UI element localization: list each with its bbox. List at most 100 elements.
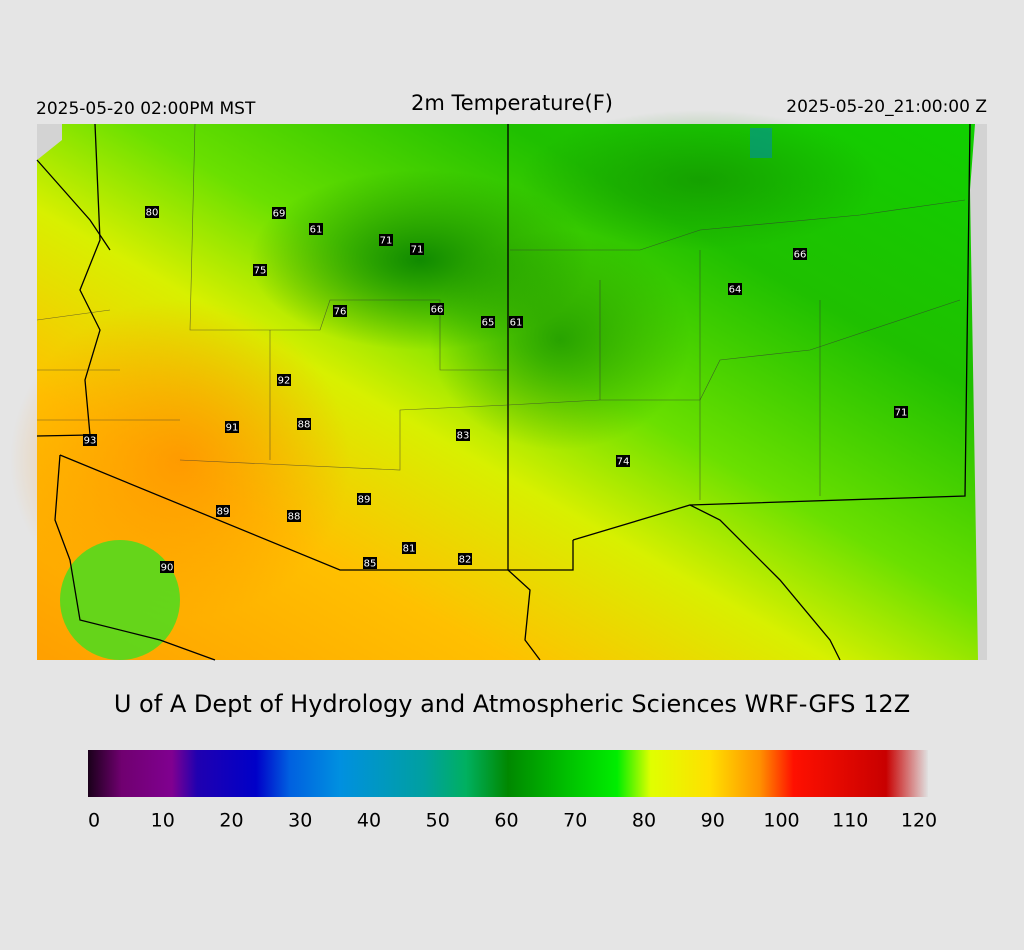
station: 89 [357, 493, 371, 506]
station-value: 71 [895, 408, 908, 419]
station-box [410, 243, 424, 255]
station-box [297, 418, 311, 430]
credit: U of A Dept of Hydrology and Atmospheric… [114, 690, 910, 718]
station-box [287, 510, 301, 522]
station: 76 [333, 305, 347, 318]
station-value: 92 [278, 376, 291, 387]
station-value: 83 [457, 431, 470, 442]
station: 66 [793, 248, 807, 261]
station-box [894, 406, 908, 418]
station: 91 [225, 421, 239, 434]
station-labels: 80 69 61 71 71 75 76 66 65 61 92 91 88 83 93 89 89 88 81 85… [83, 206, 908, 574]
station-box [83, 434, 97, 446]
station-box [458, 553, 472, 565]
station: 64 [728, 283, 742, 296]
map-title: 2m Temperature(F) [411, 91, 613, 115]
colorbar-tick-label: 80 [632, 810, 656, 832]
station-box [160, 561, 174, 573]
station: 71 [410, 243, 424, 256]
colorbar-tick-label: 20 [219, 810, 243, 832]
colorbar-tick-label: 40 [357, 810, 381, 832]
station: 74 [616, 455, 630, 468]
station-box [145, 206, 159, 218]
station: 81 [402, 542, 416, 555]
station: 80 [145, 206, 159, 219]
colorbar-tick-label: 110 [832, 810, 868, 832]
station: 88 [297, 418, 311, 431]
station-value: 66 [431, 305, 444, 316]
station-box [277, 374, 291, 386]
station-value: 80 [146, 208, 159, 219]
borders [36, 123, 971, 661]
station-box [509, 316, 523, 328]
station-value: 90 [161, 563, 174, 574]
station-box [402, 542, 416, 554]
station: 88 [287, 510, 301, 523]
colorbar-tick-label: 0 [88, 810, 100, 832]
station: 82 [458, 553, 472, 566]
station: 71 [894, 406, 908, 419]
station-box [728, 283, 742, 295]
station-box [309, 223, 323, 235]
station: 85 [363, 557, 377, 570]
station-box [272, 207, 286, 219]
station-box [357, 493, 371, 505]
station-value: 75 [254, 266, 267, 277]
station: 65 [481, 316, 495, 329]
station-value: 66 [794, 250, 807, 261]
station-box [616, 455, 630, 467]
station-box [225, 421, 239, 433]
colorbar-tick-label: 10 [151, 810, 175, 832]
station-box [481, 316, 495, 328]
colorbar-tick-label: 120 [901, 810, 937, 832]
station-box [793, 248, 807, 260]
station-box [379, 234, 393, 246]
colorbar-tick-label: 50 [426, 810, 450, 832]
station-value: 71 [380, 236, 393, 247]
colorbar-tick-label: 90 [701, 810, 725, 832]
station-value: 74 [617, 457, 630, 468]
station-value: 71 [411, 245, 424, 256]
station-value: 76 [334, 307, 347, 318]
station: 71 [379, 234, 393, 247]
station-value: 93 [84, 436, 97, 447]
station: 75 [253, 264, 267, 277]
station-value: 85 [364, 559, 377, 570]
colorbar-ramp [88, 750, 928, 797]
valid-time-local: 2025-05-20 02:00PM MST [36, 99, 256, 119]
station-box [363, 557, 377, 569]
colorbar-tick-label: 70 [563, 810, 587, 832]
station-value: 61 [510, 318, 523, 329]
station: 83 [456, 429, 470, 442]
station-box [253, 264, 267, 276]
station-value: 88 [288, 512, 301, 523]
station-box [456, 429, 470, 441]
station-value: 91 [226, 423, 239, 434]
valid-time-utc: 2025-05-20_21:00:00 Z [786, 97, 987, 117]
station-value: 69 [273, 209, 286, 220]
station-box [333, 305, 347, 317]
station: 93 [83, 434, 97, 447]
station-value: 61 [310, 225, 323, 236]
station: 92 [277, 374, 291, 387]
station-value: 81 [403, 544, 416, 555]
colorbar-tick-label: 100 [763, 810, 799, 832]
colorbar: 0 10 20 30 40 50 60 70 80 90 100 110 120 [88, 750, 937, 832]
station: 66 [430, 303, 444, 316]
station-value: 88 [298, 420, 311, 431]
station: 90 [160, 561, 174, 574]
station: 69 [272, 207, 286, 220]
station: 61 [309, 223, 323, 236]
station-value: 64 [729, 285, 742, 296]
station: 61 [509, 316, 523, 329]
station-value: 82 [459, 555, 472, 566]
station-value: 89 [217, 507, 230, 518]
colorbar-tick-label: 60 [494, 810, 518, 832]
station-box [430, 303, 444, 315]
station-box [216, 505, 230, 517]
station: 89 [216, 505, 230, 518]
colorbar-tick-label: 30 [288, 810, 312, 832]
station-value: 89 [358, 495, 371, 506]
map: 80 69 61 71 71 75 76 66 65 61 92 91 88 83 93 89 89 88 81 85… [10, 110, 987, 661]
